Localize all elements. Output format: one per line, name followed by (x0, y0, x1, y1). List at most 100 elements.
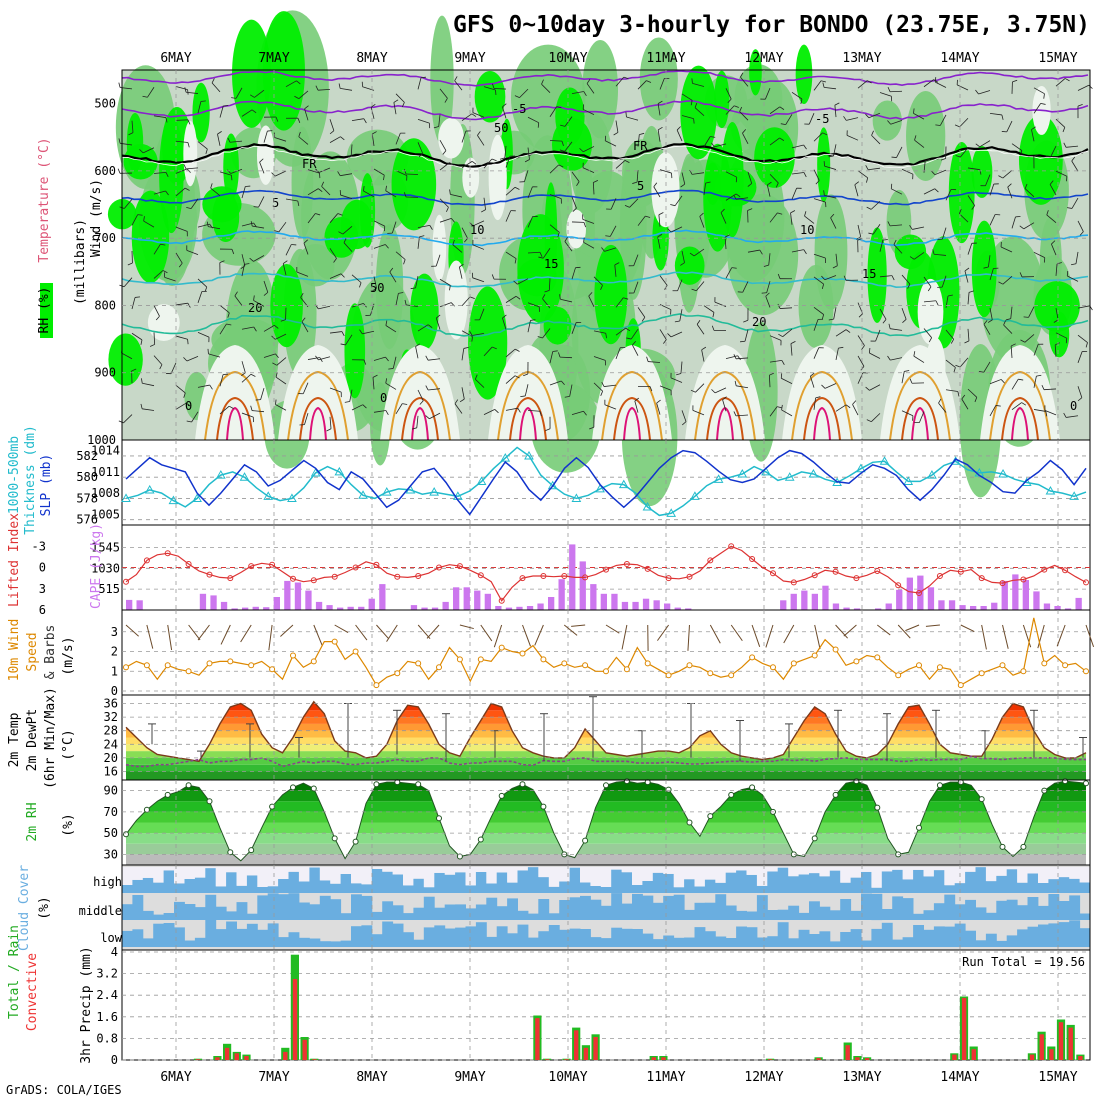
rh-point (811, 835, 818, 842)
wind-barb (417, 119, 430, 124)
rh-patch-dry (183, 120, 198, 187)
wind-barb (1055, 170, 1068, 177)
wind-barb-flag (777, 212, 783, 215)
wind-barb (694, 107, 705, 116)
thickness-point (571, 493, 582, 502)
wind-barb (175, 226, 188, 232)
rh-point (665, 786, 672, 793)
cloud-bar (954, 883, 966, 893)
temp-tick: 28 (104, 724, 118, 738)
wind-barb (334, 624, 349, 634)
wind-barb-flag (491, 158, 497, 162)
wind-barb (699, 216, 705, 228)
wind-barb (615, 297, 624, 308)
wind-barb (1055, 78, 1066, 87)
wind-barb (564, 141, 573, 152)
cloud-clear (923, 867, 935, 877)
cloud-bar (600, 905, 612, 920)
cloud-bar (257, 895, 269, 920)
pressure-tick-label: 600 (94, 164, 116, 178)
wind-barb-flag (341, 331, 345, 337)
wind-barb (303, 243, 309, 255)
wind-barb (188, 624, 201, 641)
cloud-bar (902, 937, 914, 947)
precip-convective-bar (224, 1047, 230, 1060)
wind-barb-flag (691, 288, 697, 292)
cloud-bar (861, 893, 872, 920)
wind-point (310, 658, 317, 665)
run-total-annotation: Run Total = 19.56 (962, 955, 1085, 969)
dry-bump (880, 345, 960, 440)
wind-tick: 0 (111, 684, 118, 698)
wind-barb (505, 295, 517, 303)
cloud-clear (996, 867, 1008, 876)
wind-barb (981, 624, 987, 650)
wind-barb-flag (263, 292, 269, 296)
wind-barb-flag (830, 213, 835, 219)
wind-barb (417, 236, 420, 249)
rh-point (874, 804, 881, 811)
wind-barb-flag (656, 399, 661, 404)
cloud-bar (1017, 905, 1028, 920)
wind-barb (415, 346, 419, 359)
temp-contour-30 (803, 396, 841, 441)
wind-barb-flag (1079, 231, 1084, 236)
cloud-bar (153, 914, 165, 920)
pressure-tick-label: 700 (94, 231, 116, 245)
wind-barb-flag (1018, 378, 1024, 381)
wind-barb (395, 93, 405, 103)
wind-barb-flag (632, 181, 638, 184)
wind-barb-flag (891, 275, 895, 281)
precip-convective-bar (767, 1059, 773, 1060)
cloud-bar (205, 920, 217, 947)
date-label-bottom: 6MAY (160, 1070, 191, 1085)
date-label-top: 15MAY (1038, 51, 1077, 66)
cloud-bar (163, 913, 175, 920)
wind-barb (901, 371, 905, 384)
cloud-bar (465, 926, 477, 947)
wind-barb-flag (739, 106, 743, 112)
wind-barb-flag (743, 319, 749, 323)
wind-barb (307, 188, 319, 196)
wind-point (477, 656, 484, 663)
wind-barb (549, 351, 554, 364)
cloud-bar (788, 905, 800, 920)
wind-barb (143, 220, 155, 228)
cloud-bar (756, 885, 768, 893)
temp-band (126, 751, 1086, 758)
wind-barb-flag (385, 378, 388, 384)
lifted-point (477, 572, 484, 579)
wind-barb (967, 292, 970, 305)
wind-barb-flag (676, 373, 682, 376)
date-label-bottom: 14MAY (940, 1070, 979, 1085)
lifted-tick: -3 (32, 539, 46, 553)
temp-contour-30 (216, 396, 254, 441)
wind-barb-flag (418, 153, 423, 158)
wind-barb (564, 116, 573, 127)
thickness-line (125, 446, 1087, 517)
wind-point (728, 672, 735, 679)
wind-barb (175, 335, 188, 340)
thickness-point (808, 468, 819, 478)
thickness-point (263, 491, 274, 500)
wind-barb (461, 113, 473, 121)
cloud-bar (527, 913, 539, 920)
wind-barb-flag (803, 144, 807, 150)
wind-barb-flag (670, 204, 676, 207)
lifted-point (519, 575, 526, 582)
wind-barb-flag (893, 239, 897, 245)
wind-barb-flag (913, 108, 915, 114)
wind-barb (1085, 624, 1095, 648)
wind-barb-flag (393, 99, 399, 103)
cloud-bar (673, 894, 685, 920)
slp-tick: 1005 (91, 507, 120, 521)
cloud-clear (330, 867, 342, 884)
wind-barb-flag (272, 362, 278, 366)
wind-barb (253, 255, 265, 262)
cape-bar (832, 603, 840, 610)
cloud-bar (527, 867, 539, 893)
wind-barb (967, 195, 975, 206)
wind-barb (438, 114, 441, 127)
wind-barb (730, 624, 743, 642)
